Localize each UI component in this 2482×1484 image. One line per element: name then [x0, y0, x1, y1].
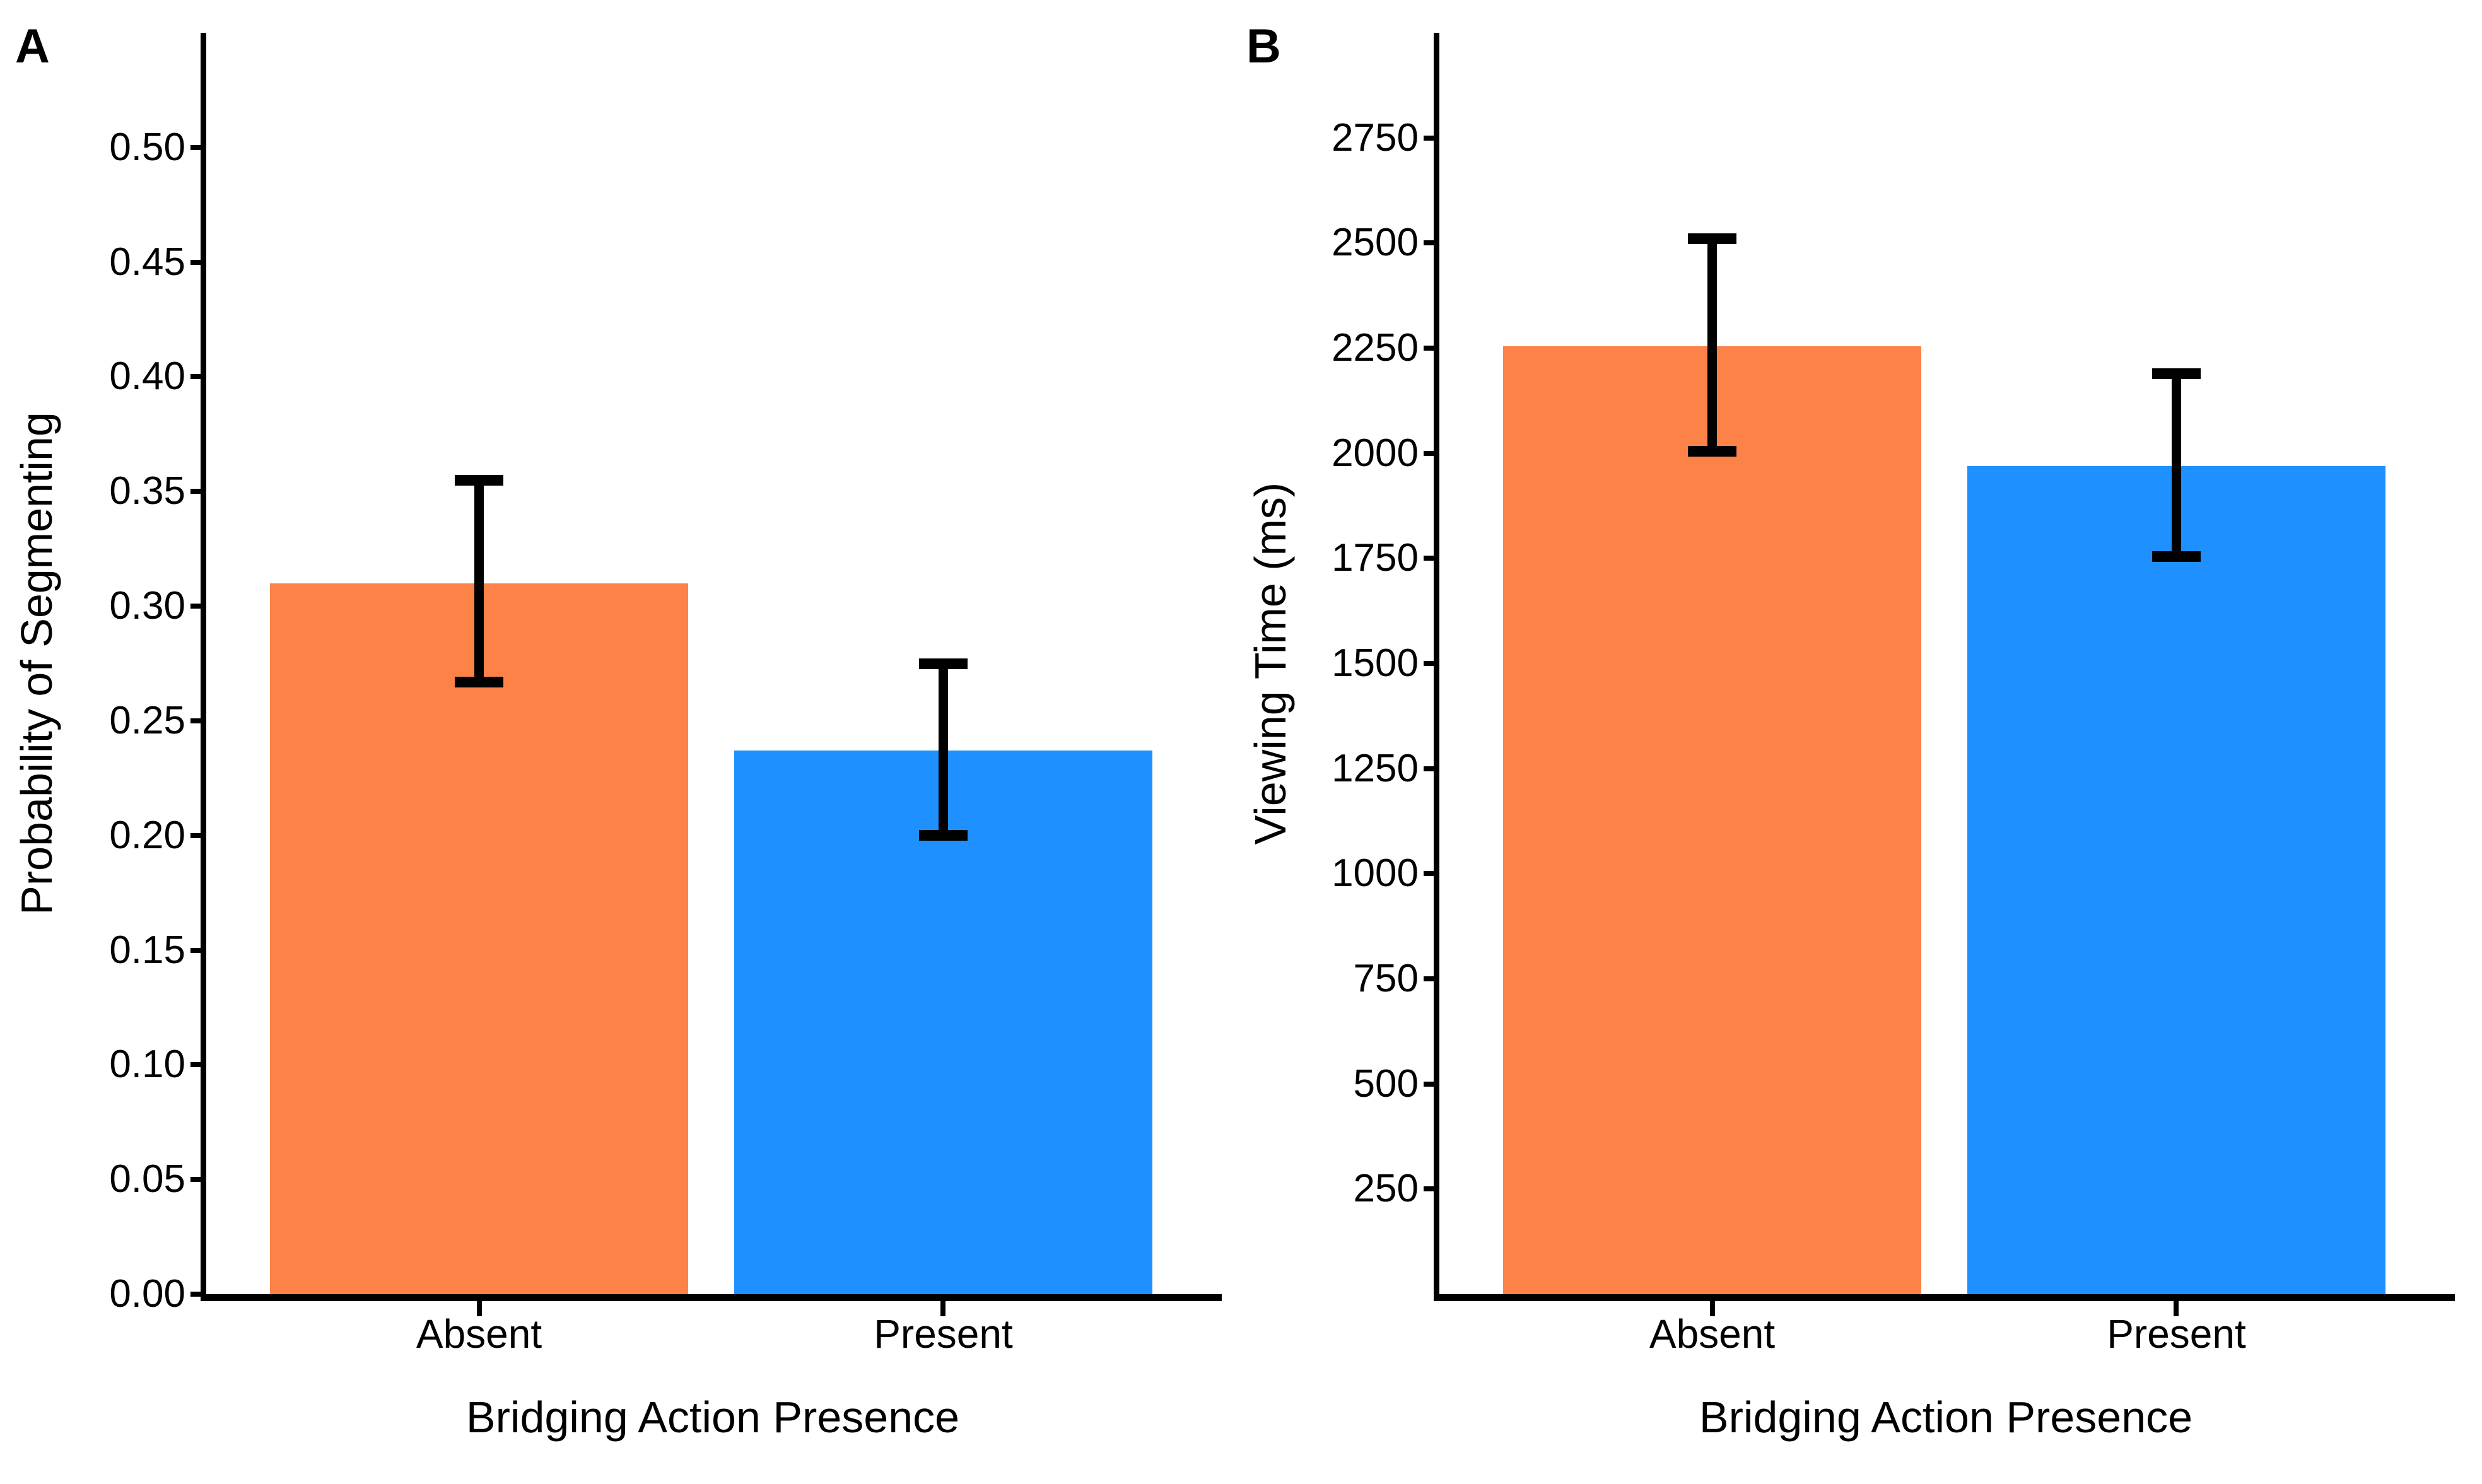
panel-b-y-tick-label: 250 [1353, 1167, 1419, 1211]
panel-b-x-tick-label-present: Present [2107, 1311, 2246, 1357]
panel-b-y-tick-label: 2750 [1332, 115, 1419, 160]
panel-a-y-tick-label: 0.10 [109, 1043, 185, 1087]
panel-b-y-tick-mark [1424, 871, 1434, 877]
panel-a-y-tick-mark [190, 947, 201, 953]
panel-b-error-bar-cap-top-absent [1688, 233, 1736, 245]
panel-b-x-tick-mark-present [2174, 1301, 2179, 1316]
panel-b-x-axis-title: Bridging Action Presence [1699, 1393, 2193, 1442]
panel-b-x-axis-line [1434, 1294, 2455, 1301]
panel-b-error-bar-cap-top-present [2151, 368, 2201, 379]
panel-b-error-bar-line-absent [1707, 238, 1717, 452]
panel-b-y-tick-label: 2000 [1332, 431, 1419, 475]
panel-b-y-tick-mark [1424, 1186, 1434, 1192]
panel-b-y-tick-label: 1750 [1332, 536, 1419, 580]
panel-a-y-tick-label: 0.50 [109, 125, 185, 169]
panel-b-y-tick-label: 500 [1353, 1061, 1419, 1106]
panel-b-y-tick-mark [1424, 240, 1434, 246]
panel-b-y-axis-line [1434, 33, 1439, 1301]
panel-a-x-axis-line [201, 1294, 1222, 1301]
panel-a-error-bar-cap-top-absent [455, 474, 503, 486]
panel-b-y-tick-label: 1250 [1332, 746, 1419, 790]
panel-a-error-bar-cap-bottom-present [918, 830, 968, 841]
panel-a-bar-absent [270, 583, 688, 1294]
panel-b-y-tick-label: 2250 [1332, 326, 1419, 370]
panel-a-y-tick-label: 0.45 [109, 240, 185, 284]
panel-a-y-tick-label: 0.05 [109, 1157, 185, 1201]
panel-a-y-tick-label: 0.25 [109, 698, 185, 742]
panel-a-y-tick-mark [190, 1292, 201, 1297]
panel-a-y-axis-line [201, 33, 206, 1301]
panel-a-x-tick-mark-absent [476, 1301, 482, 1316]
panel-b-y-tick-mark [1424, 1081, 1434, 1087]
panel-a-x-tick-mark-present [940, 1301, 946, 1316]
panel-b-y-tick-mark [1424, 661, 1434, 666]
panel-a-y-tick-mark [190, 718, 201, 723]
panel-b-x-tick-label-absent: Absent [1649, 1311, 1776, 1357]
panel-a-y-tick-mark [190, 259, 201, 265]
panel-a-y-tick-label: 0.00 [109, 1272, 185, 1316]
panel-a-error-bar-line-absent [474, 480, 484, 682]
panel-a-x-tick-label-absent: Absent [416, 1311, 542, 1357]
panel-a-letter: A [15, 20, 50, 73]
panel-a-x-axis-title: Bridging Action Presence [465, 1393, 960, 1442]
panel-a-y-tick-label: 0.35 [109, 469, 185, 513]
panel-b-y-tick-label: 1000 [1332, 851, 1419, 896]
panel-b-y-tick-mark [1424, 556, 1434, 561]
panel-a-y-tick-label: 0.40 [109, 354, 185, 399]
panel-b-y-tick-mark [1424, 976, 1434, 981]
panel-a-y-tick-label: 0.15 [109, 928, 185, 972]
panel-a-error-bar-cap-top-present [918, 658, 968, 669]
panel-b-y-tick-mark [1424, 346, 1434, 351]
panel-b-error-bar-cap-bottom-absent [1688, 445, 1736, 457]
panel-a-y-tick-mark [190, 1062, 201, 1068]
panel-b-y-tick-label: 2500 [1332, 221, 1419, 265]
panel-b-y-tick-label: 1500 [1332, 641, 1419, 685]
panel-a-y-tick-mark [190, 144, 201, 150]
panel-b-error-bar-line-present [2171, 373, 2181, 556]
panel-a-y-tick-mark [190, 489, 201, 494]
panel-b-bar-absent [1503, 346, 1921, 1294]
panel-b-y-tick-mark [1424, 135, 1434, 141]
panel-a-y-tick-label: 0.30 [109, 584, 185, 628]
panel-a-y-tick-mark [190, 1177, 201, 1183]
panel-a-x-tick-label-present: Present [874, 1311, 1013, 1357]
panel-a-y-tick-label: 0.20 [109, 813, 185, 857]
panel-b-y-tick-label: 750 [1353, 957, 1419, 1000]
panel-b-y-tick-mark [1424, 766, 1434, 771]
panel-a-error-bar-line-present [938, 663, 948, 836]
panel-a-y-tick-mark [190, 604, 201, 609]
panel-b-x-tick-mark-absent [1709, 1301, 1715, 1316]
panel-a-y-tick-mark [190, 374, 201, 380]
panel-a-y-tick-mark [190, 833, 201, 838]
panel-b-error-bar-cap-bottom-present [2151, 551, 2201, 562]
panel-b-bar-present [1967, 465, 2385, 1294]
panel-b-letter: B [1246, 20, 1281, 73]
panel-a-bar-present [734, 751, 1152, 1294]
panel-b-y-tick-mark [1424, 450, 1434, 456]
panel-a-error-bar-cap-bottom-absent [455, 676, 503, 687]
